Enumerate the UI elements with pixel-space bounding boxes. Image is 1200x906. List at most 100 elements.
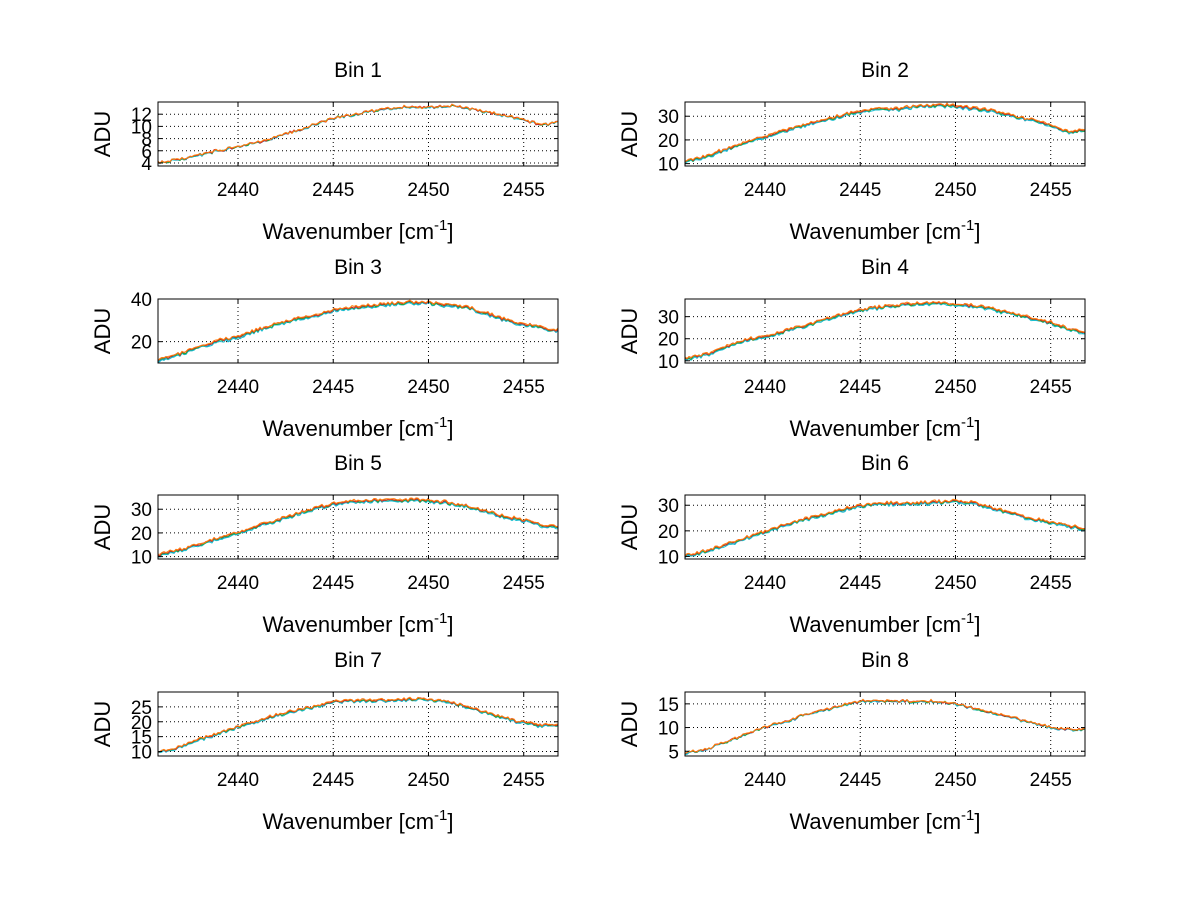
x-tick-label: 2440 <box>217 180 259 201</box>
x-tick-label: 2455 <box>1030 377 1072 398</box>
x-tick-label: 2445 <box>839 770 881 791</box>
y-tick-label: 15 <box>131 728 152 749</box>
series-line-series-5 <box>684 698 1086 754</box>
x-axis-label-end: ] <box>974 219 980 244</box>
x-axis-label-superscript: -1 <box>961 807 974 824</box>
x-tick-label: 2445 <box>312 573 354 594</box>
y-tick-label: 6 <box>141 142 152 163</box>
x-axis-label-main: Wavenumber [cm <box>262 219 434 244</box>
series-line-series-5 <box>157 696 559 753</box>
x-tick-label: 2450 <box>934 770 976 791</box>
x-axis-label-main: Wavenumber [cm <box>262 416 434 441</box>
y-axis-label: ADU <box>617 111 642 157</box>
series-line-series-1 <box>684 104 1085 163</box>
series-line-series-4 <box>157 498 559 557</box>
y-tick-label: 4 <box>141 154 152 175</box>
x-axis-label-end: ] <box>447 809 453 834</box>
y-tick-label: 20 <box>131 524 152 545</box>
chart-title: Bin 8 <box>861 649 909 672</box>
x-axis-label: Wavenumber [cm-1] <box>262 807 453 834</box>
y-tick-label: 40 <box>131 290 152 311</box>
x-tick-label: 2450 <box>934 377 976 398</box>
series-line-series-5 <box>157 299 559 361</box>
series-line-series-5 <box>684 301 1086 359</box>
x-axis-label-superscript: -1 <box>961 217 974 234</box>
axes-box <box>684 298 1086 364</box>
y-tick-label: 10 <box>658 547 679 568</box>
x-tick-label: 2455 <box>503 770 545 791</box>
x-tick-label: 2445 <box>839 377 881 398</box>
series-line-series-2 <box>157 301 559 363</box>
series-line-series-4 <box>157 300 559 362</box>
y-axis-label: ADU <box>617 701 642 747</box>
series-line-series-4 <box>684 699 1086 755</box>
chart-title: Bin 7 <box>334 649 382 672</box>
y-axis-label: ADU <box>617 504 642 550</box>
x-tick-label: 2455 <box>503 180 545 201</box>
x-tick-label: 2450 <box>407 770 449 791</box>
x-axis-label-superscript: -1 <box>961 610 974 627</box>
y-tick-label: 20 <box>131 713 152 734</box>
series-line-series-4 <box>684 103 1086 163</box>
x-axis-label-main: Wavenumber [cm <box>262 809 434 834</box>
panel-bin-8: Bin 8 2440 2445 2450 2455 510 15 ADU Wavenumber … <box>617 649 1086 834</box>
axes-box <box>157 691 559 757</box>
y-tick-label: 30 <box>658 107 679 128</box>
x-tick-label: 2455 <box>1030 180 1072 201</box>
x-tick-label: 2440 <box>744 573 786 594</box>
x-axis-label-end: ] <box>447 416 453 441</box>
x-tick-label: 2440 <box>744 770 786 791</box>
x-axis-label-superscript: -1 <box>434 807 447 824</box>
panel-bin-6: Bin 6 2440 2445 2450 2455 10 20 30 ADU Wavenumber… <box>617 452 1086 637</box>
x-axis-label: Wavenumber [cm-1] <box>789 610 980 637</box>
series-line-series-1 <box>684 302 1086 360</box>
x-tick-label: 2450 <box>407 377 449 398</box>
x-axis-label-main: Wavenumber [cm <box>789 612 961 637</box>
x-tick-label: 2440 <box>217 770 259 791</box>
series-line-series-3 <box>684 500 1086 558</box>
axes-box <box>157 298 559 364</box>
y-tick-label: 30 <box>658 308 679 329</box>
y-axis-label: ADU <box>90 701 115 747</box>
series-line-series-2 <box>157 499 558 558</box>
series-line-series-3 <box>684 301 1086 360</box>
panel-bin-3: Bin 3 2440 2445 2450 2455 20 40 ADU Wavenumber [… <box>90 256 559 441</box>
series-line-series-1 <box>684 699 1086 755</box>
x-tick-label: 2455 <box>1030 573 1072 594</box>
series-line-series-3 <box>684 103 1086 163</box>
x-axis-label: Wavenumber [cm-1] <box>789 414 980 441</box>
series-line-series-5 <box>157 497 559 555</box>
x-axis-label-main: Wavenumber [cm <box>789 809 961 834</box>
x-tick-label: 2455 <box>1030 770 1072 791</box>
x-axis-label-end: ] <box>447 612 453 637</box>
series-line-series-2 <box>684 104 1086 164</box>
x-tick-label: 2450 <box>934 180 976 201</box>
series-line-series-5 <box>157 103 559 164</box>
y-axis-label: ADU <box>90 504 115 550</box>
y-tick-label: 15 <box>658 695 679 716</box>
x-tick-label: 2440 <box>744 377 786 398</box>
panel-bin-2: Bin 2 2440 2445 2450 2455 10 20 30 ADU Wavenumber… <box>617 59 1086 244</box>
x-axis-label: Wavenumber [cm-1] <box>262 217 453 244</box>
x-axis-label: Wavenumber [cm-1] <box>262 610 453 637</box>
x-tick-label: 2440 <box>217 377 259 398</box>
series-line-series-5 <box>684 498 1086 557</box>
series-line-series-3 <box>684 699 1086 755</box>
y-tick-label: 20 <box>131 333 152 354</box>
y-tick-label: 10 <box>658 155 679 176</box>
series-line-series-4 <box>684 499 1085 557</box>
y-axis-label: ADU <box>617 308 642 354</box>
x-tick-label: 2450 <box>407 180 449 201</box>
y-axis-label: ADU <box>90 308 115 354</box>
chart-title: Bin 1 <box>334 59 382 82</box>
x-axis-label-end: ] <box>974 612 980 637</box>
x-axis-label-superscript: -1 <box>961 414 974 431</box>
x-tick-label: 2445 <box>839 180 881 201</box>
chart-title: Bin 5 <box>334 452 382 475</box>
x-tick-label: 2455 <box>503 377 545 398</box>
x-axis-label: Wavenumber [cm-1] <box>789 807 980 834</box>
x-axis-label-end: ] <box>447 219 453 244</box>
x-tick-label: 2450 <box>407 573 449 594</box>
